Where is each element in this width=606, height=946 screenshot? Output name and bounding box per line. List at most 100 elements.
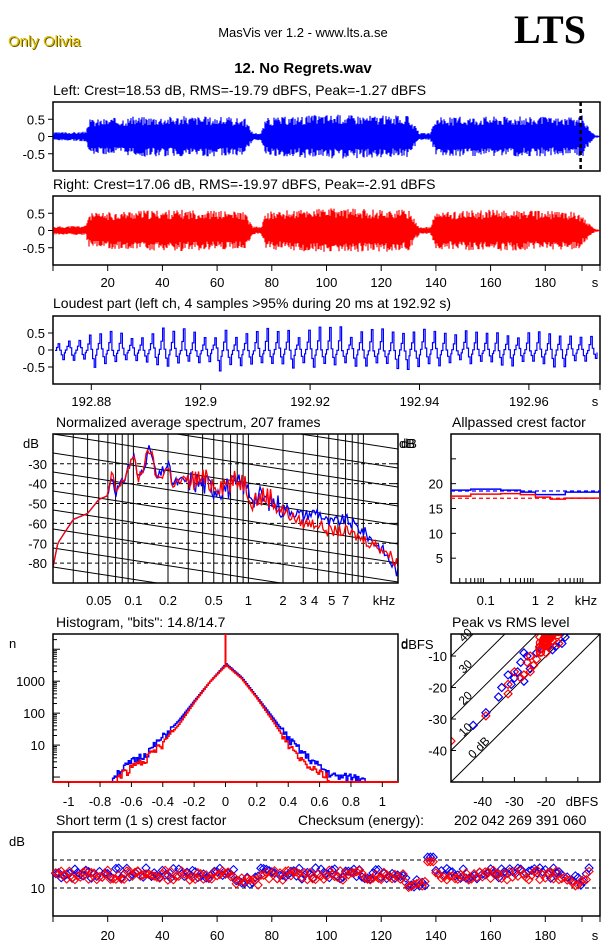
peak-rms-left-point <box>468 720 479 731</box>
peak-rms-title: Peak vs RMS level <box>452 614 570 630</box>
spectrum-slope-line <box>53 434 398 488</box>
short-term-right-point <box>376 874 386 885</box>
spectrum-xunit: kHz <box>373 593 395 608</box>
histogram-left-line <box>53 663 398 783</box>
short-term-right-point <box>305 867 315 878</box>
short-term-right-point <box>373 873 384 884</box>
short-term-left-point <box>570 871 581 881</box>
short-term-right-point <box>335 866 345 876</box>
short-term-left-point <box>581 869 592 879</box>
short-term-ylabel: dB <box>9 834 25 849</box>
peak-rms-right-cluster-point <box>550 634 559 637</box>
time-axis-label: 120 <box>370 275 392 290</box>
spectrum-right-line <box>53 448 398 568</box>
allpassed-right-line <box>451 492 600 500</box>
time-axis-label: 60 <box>210 275 224 290</box>
allpassed-ytick-label: 10 <box>429 526 443 541</box>
short-term-left-point <box>113 863 124 873</box>
short-term-left-point <box>357 872 367 882</box>
peak-rms-xtick-label: -30 <box>505 794 524 809</box>
file-name: 12. No Regrets.wav <box>234 60 372 77</box>
short-term-right-point <box>570 881 581 891</box>
short-term-left-point <box>100 867 110 878</box>
peak-rms-right-cluster-point <box>541 640 552 650</box>
short-term-right-point <box>122 866 132 876</box>
peak-rms-right-cluster-point <box>535 647 545 657</box>
short-term-right-point <box>556 873 567 884</box>
short-term-right-point <box>370 869 381 880</box>
spectrum-frame <box>52 433 399 584</box>
spectrum-xtick-label: 1 <box>245 593 252 608</box>
histogram-xtick-label: 0.2 <box>248 794 266 809</box>
allpassed-ytick-label: 5 <box>436 551 443 566</box>
allpassed-left-line <box>451 488 601 496</box>
short-term-left-point <box>401 873 411 883</box>
short-term-right-point <box>108 873 118 884</box>
short-term-right-point <box>253 880 263 890</box>
peak-rms-ylabel: dBFS <box>401 637 434 652</box>
short-term-left-point <box>368 868 378 878</box>
left-waveform-title: Left: Crest=18.53 dB, RMS=-19.79 dBFS, P… <box>53 82 427 98</box>
short-term-right-point <box>499 868 510 879</box>
spectrum-slope-line <box>53 452 398 507</box>
peak-rms-diagonals <box>451 634 600 782</box>
allpassed-xtick-label: 0.1 <box>477 593 495 608</box>
short-term-right-point <box>551 866 562 876</box>
short-term-left-point <box>327 865 337 875</box>
peak-rms-ytick-label: -20 <box>428 681 447 696</box>
histogram-xtick-label: 0.8 <box>342 794 360 809</box>
short-term-xtick-label: 100 <box>316 928 338 943</box>
spectrum-ytick-label: -80 <box>28 556 47 571</box>
short-term-left-point <box>111 863 121 874</box>
peak-rms-right-cluster-point <box>555 634 562 636</box>
loudest-xtick-label: 192.94 <box>400 394 440 409</box>
spectrum-ytick-label: -30 <box>28 457 47 472</box>
short-term-right-point <box>581 874 592 885</box>
short-term-right-point <box>160 865 170 876</box>
peak-rms-diagonal-label: 30 <box>456 657 476 677</box>
peak-rms-right-cluster-point <box>542 634 553 641</box>
short-term-right-point <box>291 867 302 877</box>
left-waveform-ytick-label: -0.5 <box>23 147 45 162</box>
allpassed-ytick-label: 20 <box>429 477 443 492</box>
histogram-ylabel: n <box>9 636 16 651</box>
short-term-right-point <box>485 873 496 884</box>
spectrum-slope-line <box>53 566 161 583</box>
peak-rms-right-cluster-point <box>554 634 563 637</box>
peak-rms-ytick-label: -10 <box>428 649 447 664</box>
allpassed-xtick-label: 1 <box>532 593 539 608</box>
histogram-ylabel-right: d <box>401 636 408 651</box>
spectrum-ytick-label: -40 <box>28 477 47 492</box>
peak-rms-diagonal <box>451 634 600 782</box>
checksum-value: 202 042 269 391 060 <box>454 812 587 828</box>
short-term-right-point <box>436 873 447 883</box>
allpassed-xtick-label: 2 <box>547 593 554 608</box>
histogram-xtick-label: -0.4 <box>152 794 174 809</box>
short-term-left-point <box>228 864 239 875</box>
spectrum-slope-line <box>53 547 285 583</box>
histogram-xtick-label: -1 <box>63 794 75 809</box>
short-term-right-point <box>113 870 124 881</box>
peak-rms-right-point <box>553 638 564 649</box>
loudest-xtick-label: 192.9 <box>184 394 217 409</box>
short-term-right-point <box>81 866 91 877</box>
short-term-left-point <box>294 863 304 874</box>
histogram-xtick-label: -0.8 <box>89 794 111 809</box>
short-term-right-point <box>548 874 559 884</box>
right-waveform-ytick-label: 0 <box>38 224 45 239</box>
short-term-right-point <box>288 867 299 878</box>
short-term-right-point <box>261 867 272 877</box>
peak-rms-left-point <box>493 692 504 702</box>
spectrum-xtick-label: 4 <box>311 593 318 608</box>
short-term-right-point <box>97 872 108 882</box>
peak-rms-right-cluster-point <box>544 634 555 642</box>
short-term-right-point <box>425 856 436 867</box>
short-term-right-point <box>152 872 162 883</box>
peak-rms-diagonal <box>451 634 538 720</box>
peak-rms-right-point <box>515 673 526 683</box>
short-term-left-point <box>324 872 335 883</box>
short-term-right-point <box>50 868 61 878</box>
short-term-right-point <box>428 856 438 867</box>
peak-rms-right-point <box>525 666 536 677</box>
short-term-right-point <box>351 866 362 877</box>
